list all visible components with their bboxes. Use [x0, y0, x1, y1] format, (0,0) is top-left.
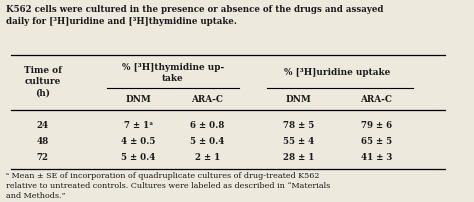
Text: 55 ± 4: 55 ± 4 [283, 136, 314, 145]
Text: ARA-C: ARA-C [191, 95, 223, 104]
Text: % [³H]thymidine up-
take: % [³H]thymidine up- take [122, 62, 224, 82]
Text: DNM: DNM [286, 95, 311, 104]
Text: 5 ± 0.4: 5 ± 0.4 [121, 152, 156, 161]
Text: 72: 72 [36, 152, 48, 161]
Text: K562 cells were cultured in the presence or absence of the drugs and assayed
dai: K562 cells were cultured in the presence… [6, 5, 383, 26]
Text: 48: 48 [36, 136, 49, 145]
Text: % [³H]uridine uptake: % [³H]uridine uptake [284, 68, 391, 77]
Text: Time of
culture
(h): Time of culture (h) [24, 66, 62, 97]
Text: ARA-C: ARA-C [360, 95, 392, 104]
Text: 6 ± 0.8: 6 ± 0.8 [190, 120, 224, 129]
Text: DNM: DNM [126, 95, 152, 104]
Text: 7 ± 1ᵃ: 7 ± 1ᵃ [124, 120, 153, 129]
Text: 28 ± 1: 28 ± 1 [283, 152, 314, 161]
Text: 4 ± 0.5: 4 ± 0.5 [121, 136, 156, 145]
Text: 2 ± 1: 2 ± 1 [195, 152, 220, 161]
Text: 79 ± 6: 79 ± 6 [361, 120, 392, 129]
Text: ᵃ Mean ± SE of incorporation of quadruplicate cultures of drug-treated K562
rela: ᵃ Mean ± SE of incorporation of quadrupl… [6, 171, 330, 199]
Text: 24: 24 [36, 120, 49, 129]
Text: 78 ± 5: 78 ± 5 [283, 120, 314, 129]
Text: 5 ± 0.4: 5 ± 0.4 [190, 136, 224, 145]
Text: 65 ± 5: 65 ± 5 [361, 136, 392, 145]
Text: 41 ± 3: 41 ± 3 [361, 152, 392, 161]
